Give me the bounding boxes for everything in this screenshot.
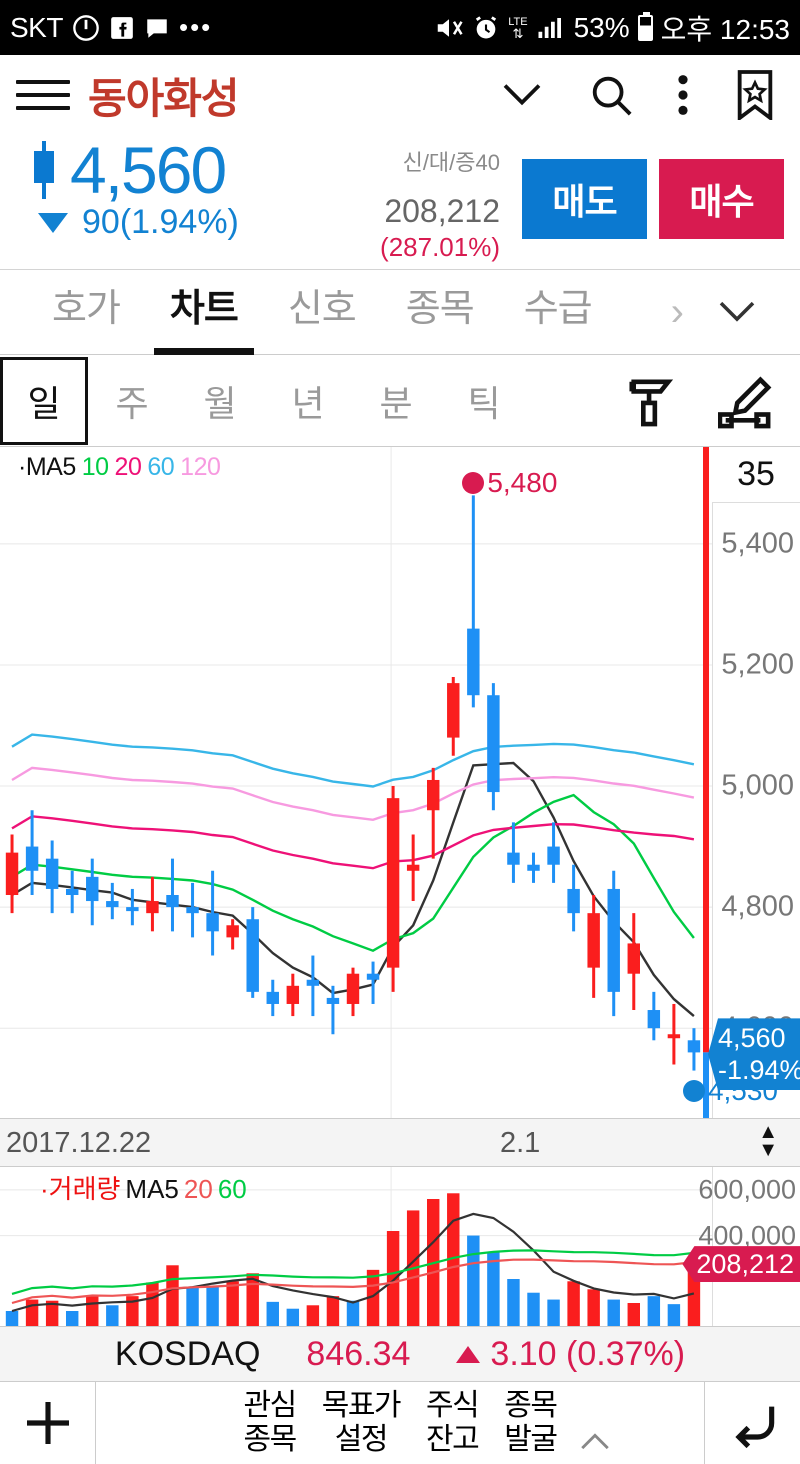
period-minute[interactable]: 분: [379, 382, 413, 424]
tab-chart[interactable]: 차트: [148, 270, 260, 355]
power-icon: [72, 14, 100, 42]
period-week[interactable]: 주: [115, 382, 149, 424]
period-tick[interactable]: 틱: [467, 382, 501, 424]
chevron-down-icon[interactable]: [498, 78, 546, 112]
bookmark-star-icon[interactable]: [732, 70, 778, 120]
up-triangle-icon: [456, 1345, 481, 1363]
ma-legend-120: 120: [180, 453, 221, 481]
app-header: 동아화성: [0, 55, 800, 135]
date-label-left: 2017.12.22: [6, 1127, 152, 1159]
bottom-toolbar: 관심 종목 목표가 설정 주식 잔고 종목 발굴: [0, 1382, 800, 1464]
alarm-icon: [472, 14, 500, 42]
period-selector: 일 주 월 년 분 틱: [0, 355, 800, 447]
price-plot-svg: [0, 447, 712, 1118]
current-price: 4,560: [70, 133, 227, 207]
y-tick-label: 5,200: [721, 648, 794, 681]
period-year[interactable]: 년: [291, 382, 325, 424]
bottom-item-watchlist[interactable]: 관심 종목: [243, 1389, 298, 1456]
indicator-settings-icon[interactable]: [626, 373, 676, 429]
status-bar: SKT ••• LTE ⇅ 53% 오후 12:53: [0, 0, 800, 55]
volume-percent: (287.01%): [380, 232, 500, 262]
back-arrow-icon[interactable]: [704, 1382, 800, 1464]
volume-tick-label: 400,000: [698, 1220, 796, 1251]
ma-legend-60: 60: [147, 453, 175, 481]
volume-plot-svg: [0, 1167, 712, 1326]
volume-legend: ·거래량 MA5 20 60: [40, 1169, 252, 1206]
y-tick-label: 4,800: [721, 890, 794, 923]
y-tick-label: 5,400: [721, 527, 794, 560]
buy-button[interactable]: 매수: [659, 159, 784, 239]
volume-tick-label: 600,000: [698, 1174, 796, 1205]
tabs-next-icon[interactable]: ›: [670, 289, 684, 334]
battery-percent: 53%: [573, 11, 630, 43]
message-icon: [144, 15, 170, 41]
price-summary: 4,560 90(1.94%) 신/대/증40 208,212 (287.01%…: [0, 135, 800, 270]
down-triangle-icon: [38, 212, 68, 233]
high-price-marker: 5,480: [462, 467, 557, 499]
mute-icon: [434, 13, 464, 43]
volume-chart[interactable]: ·거래량 MA5 20 60 600,000 400,000 208,212: [0, 1167, 800, 1327]
search-icon[interactable]: [588, 72, 634, 118]
market-index-bar[interactable]: KOSDAQ 846.34 3.10 (0.37%): [0, 1327, 800, 1382]
credit-label: 신/대/증40: [402, 150, 500, 175]
tab-stock[interactable]: 종목: [405, 287, 475, 330]
period-day[interactable]: 일: [0, 356, 88, 445]
carrier-label: SKT: [10, 11, 63, 43]
period-month[interactable]: 월: [203, 382, 237, 424]
clock-time: 오후 12:53: [660, 13, 790, 45]
bottom-item-target-price[interactable]: 목표가 설정: [321, 1389, 402, 1456]
hamburger-icon[interactable]: [16, 75, 70, 115]
index-name: KOSDAQ: [114, 1334, 261, 1373]
volume-legend-60: 60: [217, 1174, 247, 1204]
price-change: 90(1.94%): [82, 203, 239, 241]
ma-legend: ·MA5 10 20 60 120: [18, 453, 226, 482]
ma-legend-ma5: ·MA5: [18, 453, 76, 481]
ma-legend-10: 10: [81, 453, 109, 481]
overflow-menu-icon[interactable]: [676, 72, 690, 118]
page-title: 동아화성: [88, 74, 240, 122]
price-y-axis: 35 5,400 5,200 5,000 4,800 4,600 4,560 -…: [708, 447, 800, 1118]
volume-value: 208,212: [384, 193, 500, 229]
drawing-pen-icon[interactable]: [718, 373, 772, 429]
date-label-mid: 2.1: [500, 1127, 541, 1159]
volume-legend-20: 20: [183, 1174, 213, 1204]
battery-icon: [637, 11, 653, 41]
bottom-item-holdings[interactable]: 주식 잔고: [426, 1389, 480, 1456]
date-axis: 2017.12.22 2.1 ▲ ▼: [0, 1119, 800, 1167]
more-dots-icon: •••: [178, 11, 213, 42]
volume-legend-ma5: MA5: [125, 1174, 179, 1204]
current-price-badge: 4,560 -1.94%: [708, 1018, 800, 1091]
plus-icon[interactable]: [0, 1382, 96, 1464]
tab-signal[interactable]: 신호: [287, 287, 357, 330]
sell-button[interactable]: 매도: [522, 159, 647, 239]
current-volume-badge: 208,212: [682, 1246, 800, 1283]
volume-y-axis: 600,000 400,000 208,212: [682, 1167, 800, 1326]
candle-indicator-icon: [34, 141, 54, 199]
ma-legend-20: 20: [114, 453, 142, 481]
price-chart[interactable]: ·MA5 10 20 60 120 5,480 4,530 35 5,400 5,200…: [0, 447, 800, 1119]
facebook-icon: [109, 15, 135, 41]
lte-icon: LTE ⇅: [508, 15, 528, 41]
volume-legend-title: ·거래량: [40, 1174, 121, 1204]
main-tabs: 호가 차트 신호 종목 수급 ›: [0, 270, 800, 355]
scale-updown-icon[interactable]: ▲ ▼: [758, 1121, 778, 1161]
low-price-marker: 4,530: [682, 1075, 778, 1107]
chevron-up-icon[interactable]: [578, 1431, 612, 1451]
bottom-item-discovery[interactable]: 종목 발굴: [504, 1389, 558, 1456]
index-change: 3.10 (0.37%): [456, 1335, 685, 1374]
tabs-expand-chevron-down-icon[interactable]: [714, 296, 760, 328]
y-tick-label: 5,000: [721, 769, 794, 802]
index-value: 846.34: [306, 1334, 411, 1373]
signal-icon: [536, 15, 566, 41]
tab-supply[interactable]: 수급: [523, 287, 593, 330]
bar-count-badge: 35: [712, 447, 800, 503]
tab-hoga[interactable]: 호가: [52, 287, 121, 330]
